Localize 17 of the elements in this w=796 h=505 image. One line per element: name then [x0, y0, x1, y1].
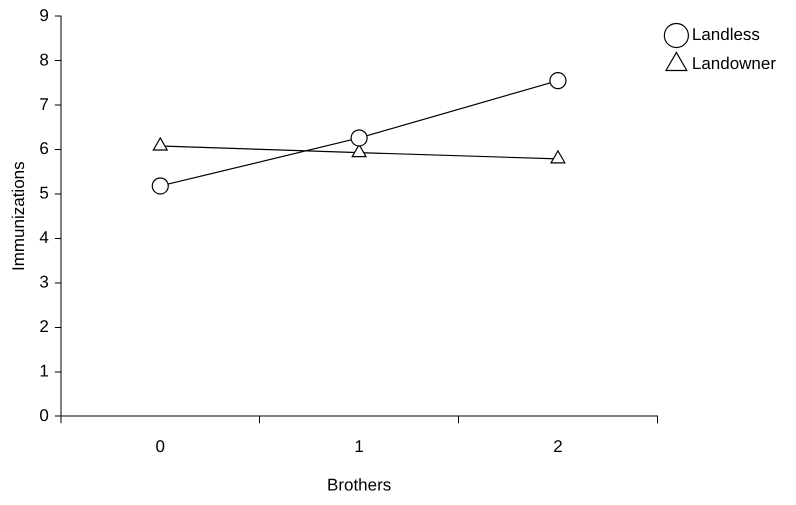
y-tick-label: 4 — [39, 228, 49, 248]
y-tick-label: 7 — [39, 94, 49, 114]
y-tick-label: 0 — [39, 406, 49, 425]
x-tick-label: 0 — [156, 437, 166, 456]
legend-label: Landowner — [692, 54, 776, 74]
y-tick-label: 2 — [39, 317, 49, 336]
legend-label: Landless — [692, 25, 760, 44]
x-tick-label: 2 — [553, 437, 563, 456]
y-axis-title: Immunizations — [8, 161, 28, 272]
y-tick-label: 5 — [39, 184, 49, 203]
x-axis-title: Brothers — [326, 475, 392, 494]
y-tick-label: 8 — [39, 50, 49, 70]
y-tick-label: 3 — [39, 272, 49, 292]
y-tick-label: 9 — [39, 6, 49, 25]
y-tick-label: 1 — [39, 361, 49, 380]
y-tick-label: 6 — [39, 139, 49, 158]
x-tick-label: 1 — [354, 437, 364, 456]
